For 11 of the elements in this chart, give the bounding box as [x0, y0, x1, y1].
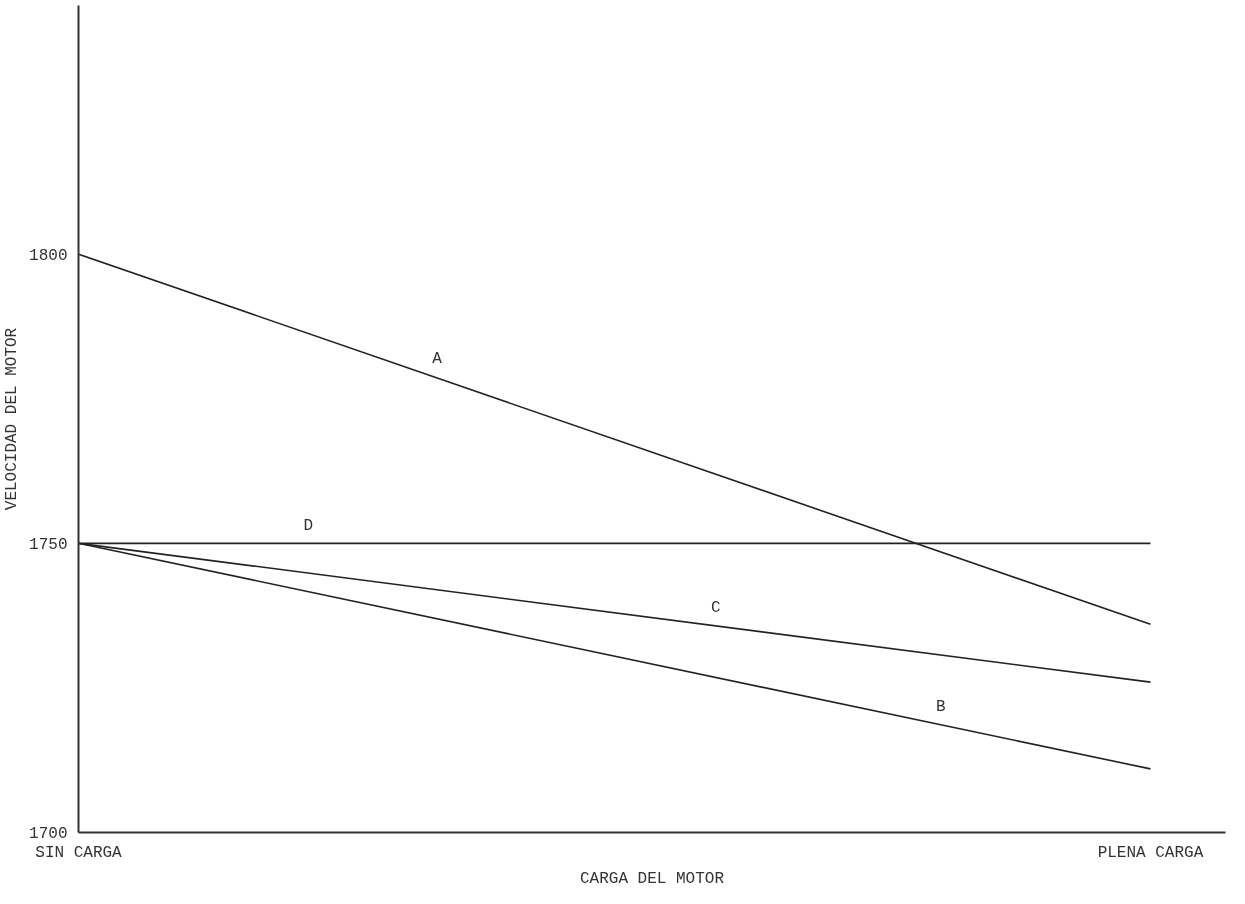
series-label: D [303, 517, 314, 536]
y-tick-label: 1750 [29, 535, 68, 554]
series-label: A [432, 350, 443, 369]
series-label: B [936, 697, 946, 716]
series-label: C [710, 599, 721, 618]
y-axis-title: VELOCIDAD DEL MOTOR [3, 327, 22, 511]
y-tick-label: 1700 [29, 825, 68, 843]
x-tick-label: PLENA CARGA [1097, 843, 1204, 862]
y-tick-label: 1800 [29, 246, 68, 265]
x-axis-title: CARGA DEL MOTOR [579, 869, 725, 888]
x-tick-label: SIN CARGA [35, 843, 123, 862]
